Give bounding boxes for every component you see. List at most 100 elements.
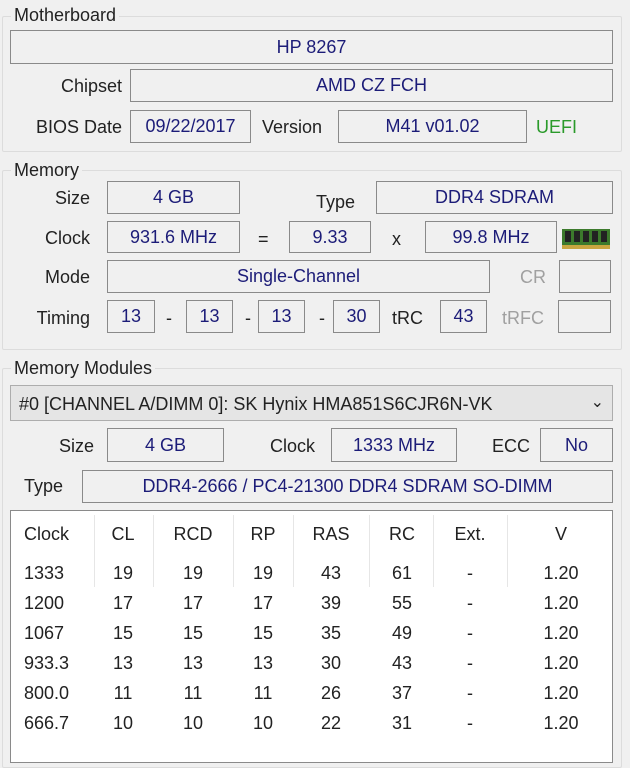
- table-cell: 10: [112, 713, 134, 733]
- bios-date-label: BIOS Date: [35, 117, 122, 137]
- memory-group: [2, 170, 622, 350]
- table-cell: 19: [112, 563, 134, 583]
- module-size-label: Size: [58, 436, 94, 456]
- tras-field: 30: [333, 300, 380, 333]
- trc-field: 43: [440, 300, 487, 333]
- memory-type-field: DDR4 SDRAM: [376, 181, 613, 214]
- channel-mode-field: Single-Channel: [107, 260, 490, 293]
- timing-label: Timing: [36, 308, 90, 328]
- trcd-field: 13: [186, 300, 233, 333]
- table-cell: 10: [252, 713, 274, 733]
- table-cell: 11: [183, 683, 203, 703]
- module-clock-field: 1333 MHz: [331, 428, 457, 462]
- clock-label: Clock: [44, 228, 90, 248]
- module-select-value: #0 [CHANNEL A/DIMM 0]: SK Hynix HMA851S6…: [19, 394, 493, 414]
- table-cell: 15: [252, 623, 274, 643]
- table-cell: -: [467, 593, 473, 613]
- version-label: Version: [262, 117, 323, 137]
- table-row: 1067 15 15 15 35 49 - 1.20: [11, 623, 612, 647]
- table-cell: 1067: [24, 623, 65, 643]
- column-divider: [293, 515, 294, 587]
- column-header: Ext.: [454, 524, 486, 544]
- cr-field: [559, 260, 611, 293]
- table-cell: 1333: [24, 563, 65, 583]
- table-cell: 13: [182, 653, 204, 673]
- trfc-field: [558, 300, 611, 333]
- column-header: V: [554, 524, 568, 544]
- column-header: RCD: [173, 524, 213, 544]
- table-cell: 19: [252, 563, 274, 583]
- chipset-field: AMD CZ FCH: [130, 69, 613, 102]
- ecc-label: ECC: [492, 436, 531, 456]
- times-sign: x: [392, 229, 401, 249]
- multiplier-field: 9.33: [289, 221, 371, 253]
- table-cell: 10: [182, 713, 204, 733]
- bios-version-field: M41 v01.02: [338, 110, 527, 143]
- chipset-label: Chipset: [60, 76, 122, 96]
- dram-clock-field: 931.6 MHz: [107, 221, 240, 253]
- table-cell: -: [467, 623, 473, 643]
- table-cell: 1.20: [543, 683, 579, 703]
- column-divider: [507, 515, 508, 587]
- table-cell: 13: [252, 653, 274, 673]
- column-divider: [433, 515, 434, 587]
- table-cell: 61: [391, 563, 413, 583]
- mode-label: Mode: [44, 267, 90, 287]
- column-divider: [153, 515, 154, 587]
- table-cell: -: [467, 563, 473, 583]
- table-cell: 1.20: [543, 593, 579, 613]
- dash: -: [166, 308, 172, 328]
- type-label: Type: [316, 192, 356, 212]
- table-cell: 13: [112, 653, 134, 673]
- bios-date-field: 09/22/2017: [130, 110, 251, 143]
- table-cell: 800.0: [24, 683, 70, 703]
- cas-latency-field: 13: [107, 300, 155, 333]
- motherboard-model-field: HP 8267: [10, 30, 613, 64]
- column-header: RAS: [312, 524, 350, 544]
- table-row: 800.0 11 11 11 26 37 - 1.20: [11, 683, 612, 707]
- table-cell: 11: [253, 683, 273, 703]
- table-cell: 26: [320, 683, 342, 703]
- column-header: RC: [389, 524, 415, 544]
- table-cell: 30: [320, 653, 342, 673]
- trc-label: tRC: [392, 308, 423, 328]
- table-row: 1200 17 17 17 39 55 - 1.20: [11, 593, 612, 617]
- table-cell: 15: [182, 623, 204, 643]
- memory-size-field: 4 GB: [107, 181, 240, 214]
- motherboard-group: [2, 16, 622, 152]
- table-cell: 19: [182, 563, 204, 583]
- table-row: 1333 19 19 19 43 61 - 1.20: [11, 563, 612, 587]
- size-label: Size: [54, 188, 90, 208]
- table-cell: 43: [320, 563, 342, 583]
- table-cell: 35: [320, 623, 342, 643]
- table-cell: -: [467, 713, 473, 733]
- table-cell: 1.20: [543, 623, 579, 643]
- dash: -: [319, 308, 325, 328]
- table-cell: 39: [320, 593, 342, 613]
- ram-module-icon: [560, 223, 612, 253]
- table-cell: 43: [391, 653, 413, 673]
- module-size-field: 4 GB: [107, 428, 224, 462]
- table-cell: -: [467, 683, 473, 703]
- table-cell: 49: [391, 623, 413, 643]
- timings-table: Clock CL RCD RP RAS RC Ext. V 1333 19 19 19 43 61 - 1.2…: [10, 510, 613, 763]
- table-cell: 1.20: [543, 563, 579, 583]
- module-select-dropdown[interactable]: #0 [CHANNEL A/DIMM 0]: SK Hynix HMA851S6…: [10, 385, 613, 421]
- column-header: Clock: [24, 524, 70, 544]
- bus-clock-field: 99.8 MHz: [425, 221, 557, 253]
- table-cell: 666.7: [24, 713, 70, 733]
- table-cell: 11: [113, 683, 133, 703]
- table-cell: 1200: [24, 593, 65, 613]
- uefi-badge: UEFI: [536, 117, 578, 137]
- table-cell: 1.20: [543, 653, 579, 673]
- table-cell: 933.3: [24, 653, 70, 673]
- table-row: 933.3 13 13 13 30 43 - 1.20: [11, 653, 612, 677]
- column-header: CL: [111, 524, 135, 544]
- ecc-field: No: [540, 428, 613, 462]
- equals-sign: =: [258, 229, 269, 249]
- table-cell: 15: [112, 623, 134, 643]
- column-divider: [94, 515, 95, 587]
- table-cell: 31: [391, 713, 413, 733]
- table-cell: 22: [320, 713, 342, 733]
